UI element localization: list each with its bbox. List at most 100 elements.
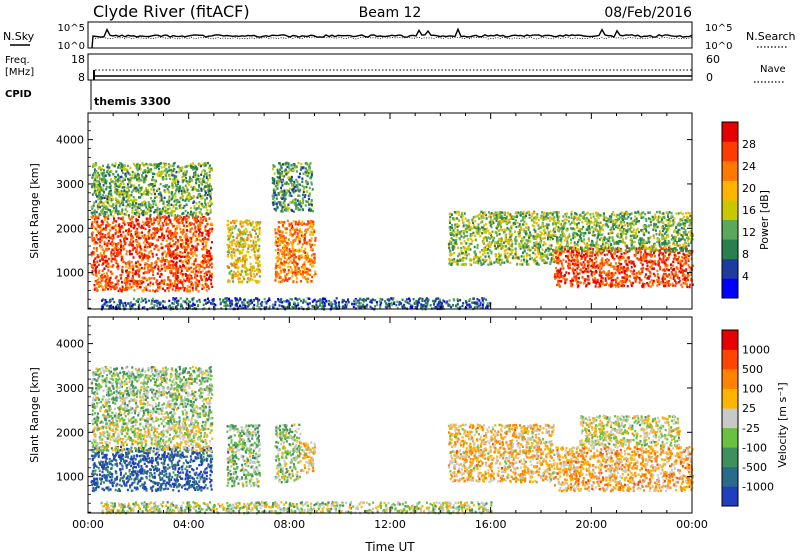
power-cell	[527, 240, 529, 242]
power-cell	[243, 246, 245, 248]
power-cell	[168, 219, 170, 221]
power-cell	[245, 243, 247, 245]
power-cell	[487, 243, 489, 245]
power-cell	[519, 235, 521, 237]
power-cell	[200, 181, 202, 183]
noise-tick-top-right: 10^5	[705, 23, 732, 34]
power-cell	[305, 256, 307, 258]
power-cell	[293, 264, 295, 266]
power-cell	[177, 268, 179, 270]
power-cell	[275, 185, 277, 187]
power-cell	[129, 271, 131, 273]
power-cell	[182, 179, 184, 181]
power-cell	[152, 206, 154, 208]
power-cell	[281, 198, 283, 200]
power-cell	[192, 236, 194, 238]
power-cell	[295, 198, 297, 200]
power-cell	[491, 241, 493, 243]
power-cell	[561, 265, 563, 267]
power-cell	[250, 275, 252, 277]
power-cell	[193, 246, 195, 248]
power-cell	[505, 217, 507, 219]
power-cell	[449, 216, 451, 218]
power-cell	[302, 273, 304, 275]
power-cell	[181, 167, 183, 169]
power-cell	[206, 286, 208, 288]
power-cell	[209, 171, 211, 173]
power-cell	[206, 177, 208, 179]
power-cell	[183, 242, 185, 244]
power-cell	[303, 186, 305, 188]
power-cell	[526, 255, 528, 257]
power-cell	[121, 192, 123, 194]
power-cell	[287, 204, 289, 206]
power-cell	[127, 171, 129, 173]
power-cell	[309, 194, 311, 196]
power-cell	[138, 216, 140, 218]
power-cell	[145, 235, 147, 237]
power-cell	[490, 243, 492, 245]
power-cell	[465, 251, 467, 253]
power-cell	[282, 163, 284, 165]
power-cell	[256, 280, 258, 282]
power-cell	[278, 256, 280, 258]
power-cell	[167, 243, 169, 245]
power-cell	[500, 222, 502, 224]
power-cell	[481, 221, 483, 223]
power-cell	[102, 286, 104, 288]
power-cell	[150, 188, 152, 190]
power-cell	[100, 232, 102, 234]
power-cell	[273, 190, 275, 192]
power-cell	[159, 197, 161, 199]
power-cell	[537, 249, 539, 251]
power-cell	[311, 204, 313, 206]
power-cell	[99, 191, 101, 193]
power-cell	[145, 254, 147, 256]
power-cell	[303, 173, 305, 175]
power-cell	[190, 211, 192, 213]
power-cell	[206, 264, 208, 266]
power-cell	[227, 224, 229, 226]
power-cell	[534, 253, 536, 255]
power-cell	[673, 273, 675, 275]
power-cell	[183, 245, 185, 247]
power-cell	[533, 219, 535, 221]
power-cell	[462, 222, 464, 224]
power-cell	[146, 289, 148, 291]
power-cell	[310, 220, 312, 222]
power-cell	[530, 234, 532, 236]
power-cell	[450, 259, 452, 261]
power-cell	[297, 243, 299, 245]
power-cell	[202, 248, 204, 250]
power-cell	[527, 249, 529, 251]
power-cell	[119, 228, 121, 230]
power-cell	[187, 191, 189, 193]
power-cell	[112, 198, 114, 200]
power-cell	[148, 257, 150, 259]
power-cell	[531, 215, 533, 217]
power-cell	[199, 223, 201, 225]
power-cell	[107, 269, 109, 271]
power-cell	[275, 263, 277, 265]
power-cell	[503, 245, 505, 247]
power-cell	[206, 182, 208, 184]
power-cell	[672, 265, 674, 267]
power-cell	[172, 263, 174, 265]
power-cell	[168, 237, 170, 239]
power-cell	[253, 273, 255, 275]
power-cell	[524, 249, 526, 251]
power-cell	[208, 187, 210, 189]
power-cell	[139, 191, 141, 193]
power-cell	[250, 246, 252, 248]
power-data-layer	[91, 162, 694, 311]
power-cell	[135, 209, 137, 211]
power-cell	[526, 260, 528, 262]
power-cell	[289, 248, 291, 250]
power-cell	[110, 283, 112, 285]
power-cell	[180, 207, 182, 209]
power-cell	[157, 265, 159, 267]
power-cell	[498, 253, 500, 255]
power-cell	[294, 267, 296, 269]
power-cell	[452, 218, 454, 220]
power-cell	[289, 261, 291, 263]
